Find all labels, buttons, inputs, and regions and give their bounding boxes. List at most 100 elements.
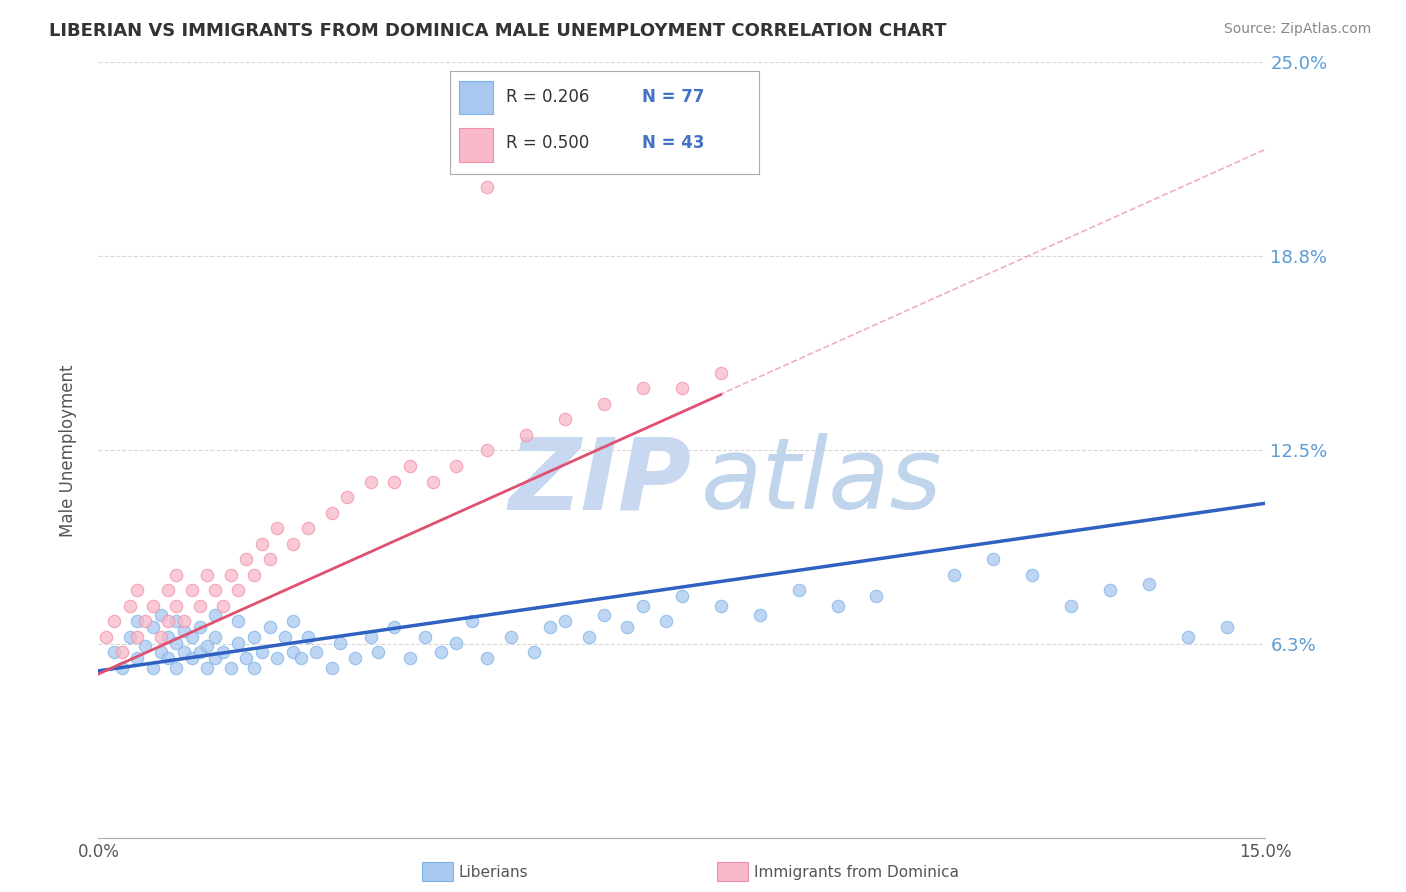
Point: [281, 645, 304, 659]
Point: [578, 630, 600, 644]
Point: [281, 614, 304, 628]
Point: [616, 620, 638, 634]
Point: [127, 614, 149, 628]
Point: [655, 614, 678, 628]
Point: [538, 620, 561, 634]
Point: [157, 630, 180, 644]
Point: [195, 661, 218, 675]
Point: [344, 651, 367, 665]
Point: [204, 651, 226, 665]
Point: [297, 630, 319, 644]
Point: [1137, 577, 1160, 591]
Point: [1177, 630, 1199, 644]
Point: [515, 428, 537, 442]
Point: [367, 645, 389, 659]
Text: R = 0.500: R = 0.500: [506, 134, 589, 153]
Point: [111, 645, 134, 659]
Point: [173, 624, 195, 638]
Point: [142, 661, 165, 675]
Point: [523, 645, 546, 659]
Bar: [460, 80, 494, 114]
Y-axis label: Male Unemployment: Male Unemployment: [59, 364, 77, 537]
Point: [748, 607, 770, 622]
Point: [134, 639, 156, 653]
Point: [1060, 599, 1083, 613]
Point: [228, 614, 250, 628]
Point: [165, 599, 187, 613]
Point: [165, 636, 187, 650]
Point: [631, 599, 654, 613]
Point: [96, 630, 118, 644]
Point: [360, 475, 382, 489]
Point: [243, 567, 266, 582]
Point: [142, 599, 165, 613]
Point: [631, 381, 654, 395]
Point: [297, 521, 319, 535]
Point: [266, 521, 288, 535]
Point: [118, 599, 141, 613]
Point: [266, 651, 288, 665]
Point: [149, 607, 172, 622]
Point: [111, 661, 134, 675]
Point: [446, 636, 468, 650]
Point: [173, 645, 195, 659]
Point: [398, 458, 420, 473]
Point: [382, 475, 405, 489]
Point: [219, 661, 242, 675]
Point: [446, 458, 468, 473]
Point: [329, 636, 352, 650]
Point: [250, 536, 273, 550]
Point: [180, 651, 202, 665]
Point: [981, 552, 1004, 566]
Point: [134, 614, 156, 628]
Point: [103, 614, 125, 628]
Point: [382, 620, 405, 634]
Point: [671, 590, 693, 604]
Point: [461, 614, 484, 628]
Point: [787, 583, 810, 598]
Text: ZIP: ZIP: [509, 433, 692, 530]
Point: [157, 614, 180, 628]
Point: [103, 645, 125, 659]
Point: [413, 630, 436, 644]
Point: [321, 506, 343, 520]
Point: [212, 645, 235, 659]
Point: [204, 607, 226, 622]
Text: atlas: atlas: [702, 433, 943, 530]
Point: [149, 645, 172, 659]
Point: [259, 620, 281, 634]
Point: [360, 630, 382, 644]
Point: [165, 661, 187, 675]
Point: [422, 475, 444, 489]
Point: [1215, 620, 1237, 634]
Point: [188, 599, 211, 613]
Text: Immigrants from Dominica: Immigrants from Dominica: [754, 865, 959, 880]
Point: [305, 645, 328, 659]
Point: [710, 599, 733, 613]
Point: [1098, 583, 1121, 598]
Point: [165, 567, 187, 582]
Point: [228, 636, 250, 650]
Point: [204, 630, 226, 644]
Point: [671, 381, 693, 395]
Point: [173, 614, 195, 628]
Point: [243, 630, 266, 644]
Point: [710, 366, 733, 380]
Text: R = 0.206: R = 0.206: [506, 88, 589, 106]
Point: [180, 630, 202, 644]
Point: [195, 639, 218, 653]
Point: [429, 645, 451, 659]
Point: [118, 630, 141, 644]
Point: [157, 583, 180, 598]
Point: [127, 651, 149, 665]
Point: [188, 620, 211, 634]
Point: [180, 583, 202, 598]
Text: N = 77: N = 77: [641, 88, 704, 106]
Point: [157, 651, 180, 665]
Point: [398, 651, 420, 665]
Point: [212, 599, 235, 613]
Text: Liberians: Liberians: [458, 865, 529, 880]
Text: N = 43: N = 43: [641, 134, 704, 153]
Point: [477, 179, 499, 194]
Point: [321, 661, 343, 675]
